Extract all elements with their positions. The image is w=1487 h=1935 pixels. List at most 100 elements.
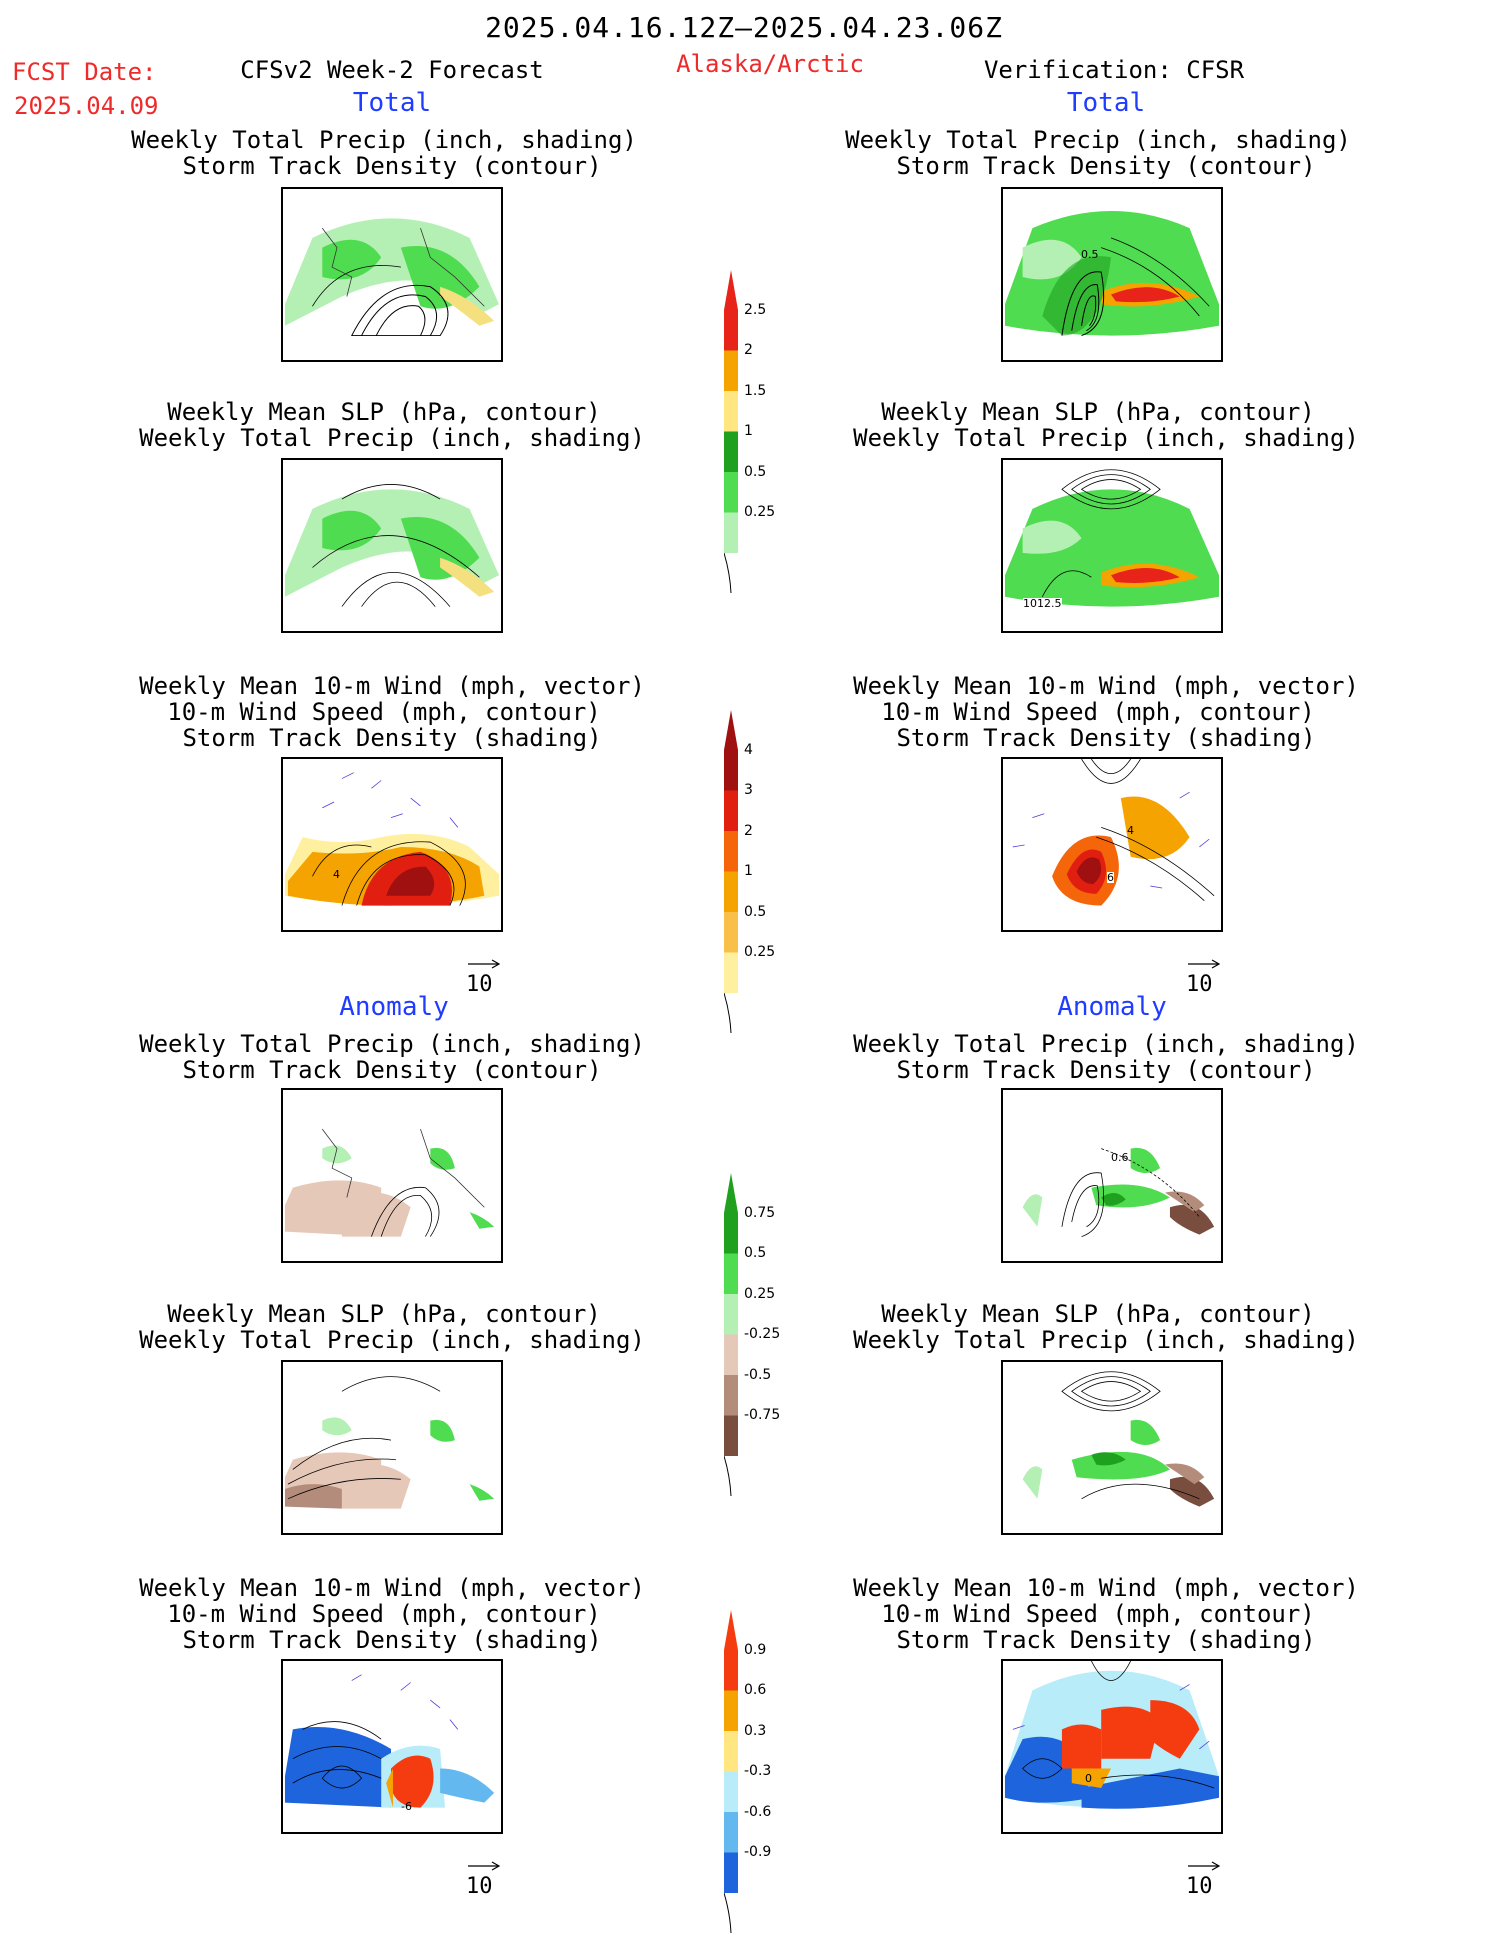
colorbar-tail bbox=[724, 1892, 732, 1934]
colorbar-segment bbox=[724, 1253, 738, 1294]
vector-scale-label: 10 bbox=[1186, 1874, 1213, 1899]
colorbar-segment bbox=[724, 1415, 738, 1456]
panel-title-line: 10-m Wind Speed (mph, contour) bbox=[881, 698, 1315, 726]
verification-title: Verification: CFSR bbox=[983, 56, 1245, 84]
colorbar-tick-label: -0.75 bbox=[744, 1407, 781, 1423]
colorbar-tick-label: 0.25 bbox=[744, 944, 776, 960]
colorbar-segment bbox=[724, 431, 738, 472]
map-fcst-wind-storm-total: 4 bbox=[281, 757, 503, 932]
fcst-date-label: FCST Date: bbox=[12, 58, 157, 86]
colorbar-segment bbox=[724, 1690, 738, 1731]
colorbar-tick-label: 1 bbox=[744, 863, 753, 879]
section-total-right: Total bbox=[1066, 88, 1146, 118]
colorbar-tip bbox=[724, 270, 738, 310]
colorbar-tick-label: 2 bbox=[744, 822, 753, 839]
panel-title-line: Storm Track Density (shading) bbox=[182, 724, 602, 752]
contour-label: 0 bbox=[1085, 1772, 1092, 1785]
colorbar-segment bbox=[724, 1771, 738, 1812]
panel-title-line: Weekly Mean 10-m Wind (mph, vector) bbox=[853, 672, 1359, 700]
contour-label: 4 bbox=[1127, 824, 1134, 837]
colorbar-precip-total: 2.5 2 1.5 1 0.5 0.25 bbox=[724, 270, 844, 594]
colorbar-tick-label: 4 bbox=[744, 741, 753, 758]
colorbar-storm-total: 4 3 2 1 0.5 0.25 bbox=[724, 710, 844, 1034]
product-title: CFSv2 Week-2 Forecast bbox=[240, 56, 544, 84]
colorbar-segment bbox=[724, 952, 738, 993]
panel-title-line: Weekly Total Precip (inch, shading) bbox=[853, 1326, 1359, 1354]
date-range: 2025.04.16.12Z–2025.04.23.06Z bbox=[485, 11, 1003, 44]
panel-title-line: 10-m Wind Speed (mph, contour) bbox=[167, 1600, 601, 1628]
panel-title-line: Weekly Mean 10-m Wind (mph, vector) bbox=[853, 1574, 1359, 1602]
colorbar-precip-anom: 0.75 0.5 0.25 -0.25 -0.5 -0.75 bbox=[724, 1173, 844, 1497]
colorbar-tip bbox=[724, 710, 738, 750]
map-fcst-slp-precip-total bbox=[281, 458, 503, 633]
panel-title-line: Weekly Mean SLP (hPa, contour) bbox=[881, 398, 1315, 426]
map-fcst-precip-storm-anom bbox=[281, 1088, 503, 1263]
colorbar-tick-label: 2 bbox=[744, 342, 753, 358]
colorbar-tick-label: 0.9 bbox=[744, 1641, 767, 1658]
colorbar-tail bbox=[724, 552, 732, 594]
panel-title-line: Weekly Mean 10-m Wind (mph, vector) bbox=[139, 672, 645, 700]
colorbar-segment bbox=[724, 831, 738, 872]
contour-label: 0.5 bbox=[1081, 248, 1099, 261]
colorbar-tail bbox=[724, 1455, 732, 1497]
panel-title-line: Weekly Total Precip (inch, shading) bbox=[139, 1030, 645, 1058]
vector-scale-label: 10 bbox=[1186, 972, 1213, 997]
colorbar-segment bbox=[724, 1731, 738, 1772]
colorbar-tick-label: 0.5 bbox=[744, 463, 767, 480]
map-fcst-precip-storm-total bbox=[281, 187, 503, 362]
contour-label: 4 bbox=[333, 868, 340, 881]
colorbar-tick-label: 0.5 bbox=[744, 1245, 767, 1261]
colorbar-segment bbox=[724, 1852, 738, 1893]
contour-label: 6 bbox=[1107, 871, 1114, 884]
colorbar-segment bbox=[724, 1650, 738, 1691]
panel-title-line: 10-m Wind Speed (mph, contour) bbox=[167, 698, 601, 726]
section-anomaly-right: Anomaly bbox=[1057, 992, 1167, 1022]
colorbar-segment bbox=[724, 912, 738, 953]
colorbar-tick-label: 0.6 bbox=[744, 1682, 767, 1698]
colorbar-svg bbox=[724, 1173, 738, 1497]
panel-title-line: 10-m Wind Speed (mph, contour) bbox=[881, 1600, 1315, 1628]
vector-scale-label: 10 bbox=[466, 972, 493, 997]
vector-scale: 10 bbox=[1186, 1860, 1222, 1899]
colorbar-tip bbox=[724, 1173, 738, 1213]
colorbar-segment bbox=[724, 472, 738, 513]
vector-scale: 10 bbox=[466, 1860, 502, 1899]
panel-title-line: Storm Track Density (shading) bbox=[896, 1626, 1316, 1654]
panel-title-line: Weekly Total Precip (inch, shading) bbox=[139, 1326, 645, 1354]
map-cfsr-slp-precip-total: 1012.5 bbox=[1001, 458, 1223, 633]
panel-title-line: Storm Track Density (shading) bbox=[182, 1626, 602, 1654]
contour-label: 1012.5 bbox=[1023, 597, 1062, 610]
map-cfsr-wind-storm-total: 4 6 bbox=[1001, 757, 1223, 932]
colorbar-segment bbox=[724, 391, 738, 432]
panel-title-line: Weekly Mean SLP (hPa, contour) bbox=[167, 398, 601, 426]
colorbar-tail bbox=[724, 992, 732, 1034]
vector-scale: 10 bbox=[466, 958, 502, 997]
colorbar-tick-label: -0.6 bbox=[744, 1803, 772, 1820]
panel-title-line: Weekly Total Precip (inch, shading) bbox=[131, 126, 637, 154]
panel-title-line: Weekly Total Precip (inch, shading) bbox=[853, 424, 1359, 452]
colorbar-segment bbox=[724, 512, 738, 553]
panel-title-line: Weekly Total Precip (inch, shading) bbox=[853, 1030, 1359, 1058]
panel-title-line: Weekly Total Precip (inch, shading) bbox=[139, 424, 645, 452]
panel-title-line: Storm Track Density (contour) bbox=[182, 1056, 602, 1084]
panel-title-line: Storm Track Density (contour) bbox=[896, 1056, 1316, 1084]
colorbar-tick-label: 3 bbox=[744, 782, 753, 798]
colorbar-tick-label: 0.5 bbox=[744, 903, 767, 920]
colorbar-tick-label: 0.75 bbox=[744, 1204, 776, 1221]
colorbar-svg bbox=[724, 1610, 738, 1934]
panel-title-line: Weekly Mean SLP (hPa, contour) bbox=[881, 1300, 1315, 1328]
colorbar-tick-label: -0.5 bbox=[744, 1366, 772, 1383]
colorbar-segment bbox=[724, 350, 738, 391]
section-anomaly-left: Anomaly bbox=[339, 992, 449, 1022]
colorbar-segment bbox=[724, 310, 738, 351]
colorbar-tick-label: -0.25 bbox=[744, 1326, 781, 1342]
region-title: Alaska/Arctic bbox=[676, 50, 864, 78]
map-cfsr-precip-storm-total: 0.5 bbox=[1001, 187, 1223, 362]
vector-scale: 10 bbox=[1186, 958, 1222, 997]
colorbar-segment bbox=[724, 1294, 738, 1335]
map-fcst-slp-precip-anom bbox=[281, 1360, 503, 1535]
map-fcst-wind-storm-anom: -6 bbox=[281, 1659, 503, 1834]
colorbar-segment bbox=[724, 871, 738, 912]
colorbar-tick-label: 0.25 bbox=[744, 1285, 776, 1302]
colorbar-segment bbox=[724, 1334, 738, 1375]
